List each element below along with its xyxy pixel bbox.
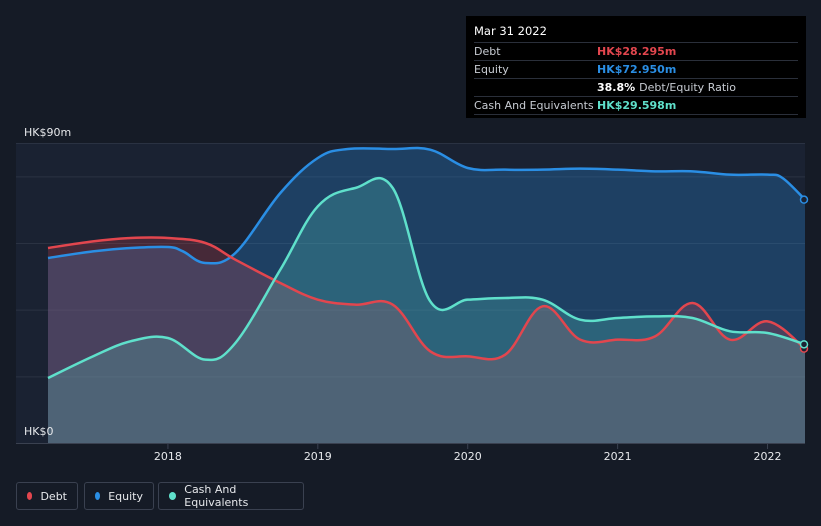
series-areas xyxy=(48,147,805,443)
tooltip-equity-label: Equity xyxy=(474,63,509,76)
x-tick-label-2019: 2019 xyxy=(304,450,332,463)
tooltip-equity-value: HK$72.950m xyxy=(597,63,677,76)
x-tick-label-2022: 2022 xyxy=(754,450,782,463)
y-label-top: HK$90m xyxy=(24,126,71,139)
cash-and-equivalents-area xyxy=(48,178,805,443)
legend-equity-dot-icon xyxy=(95,492,101,500)
cash-and-equivalents-line xyxy=(47,176,806,380)
tooltip-ratio-value: 38.8% xyxy=(597,81,636,94)
cash-and-equivalents-end-marker xyxy=(799,340,809,349)
tooltip-cash-value: HK$29.598m xyxy=(597,99,677,112)
x-axis-ticks: 2018 2019 2020 2021 2022 xyxy=(154,443,782,463)
tooltip-debt-value: HK$28.295m xyxy=(597,45,677,58)
equity-end-marker xyxy=(799,195,809,204)
debt-area xyxy=(48,237,805,443)
tooltip-row-equity: Equity HK$72.950m xyxy=(474,60,798,78)
legend-cash-dot-icon xyxy=(169,492,177,500)
tooltip-cash-label: Cash And Equivalents xyxy=(474,99,594,112)
tooltip-ratio-label: Debt/Equity Ratio xyxy=(639,81,736,94)
y-label-bottom: HK$0 xyxy=(24,425,53,438)
legend-cash[interactable]: Cash And Equivalents xyxy=(158,482,304,510)
legend-debt[interactable]: Debt xyxy=(16,482,78,510)
series-lines xyxy=(47,146,806,380)
legend-debt-label: Debt xyxy=(40,489,67,503)
x-tick-label-2021: 2021 xyxy=(604,450,632,463)
x-tick-label-2018: 2018 xyxy=(154,450,182,463)
tooltip-panel: Mar 31 2022 Debt HK$28.295m Equity HK$72… xyxy=(466,16,806,118)
x-tick-label-2020: 2020 xyxy=(454,450,482,463)
tooltip-date: Mar 31 2022 xyxy=(474,24,547,38)
debt-line xyxy=(47,236,806,361)
tooltip-row-ratio: 38.8% Debt/Equity Ratio xyxy=(474,78,798,96)
end-markers xyxy=(799,195,809,353)
legend-debt-dot-icon xyxy=(27,492,33,500)
equity-line xyxy=(47,146,806,265)
tooltip-row-cash: Cash And Equivalents HK$29.598m xyxy=(474,96,798,115)
plot-background xyxy=(16,143,805,444)
tooltip-row-debt: Debt HK$28.295m xyxy=(474,42,798,60)
tooltip-debt-label: Debt xyxy=(474,45,501,58)
legend-cash-label: Cash And Equivalents xyxy=(184,483,249,509)
legend-equity[interactable]: Equity xyxy=(84,482,154,510)
legend-equity-label: Equity xyxy=(108,489,143,503)
